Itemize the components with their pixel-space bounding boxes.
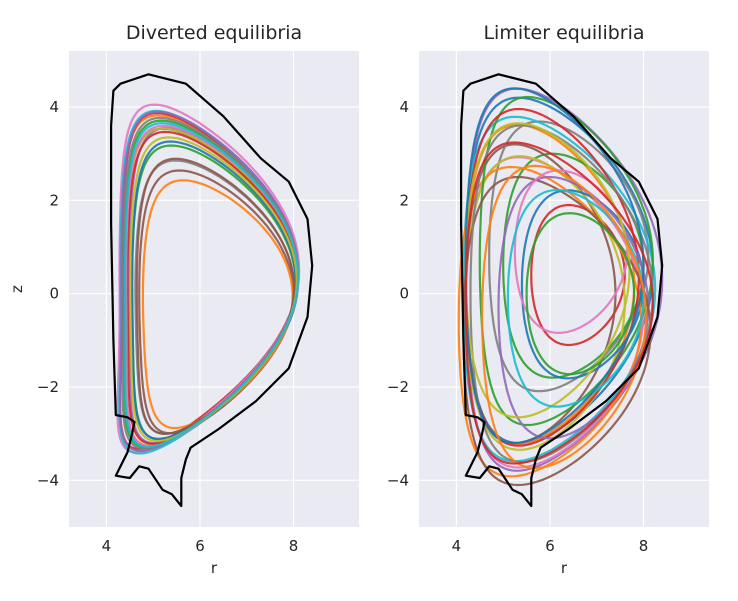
x-tick-label: 6 [195,537,205,555]
equilibrium-curve [480,164,648,470]
y-tick-labels-limiter: −4 −2 0 2 4 [387,98,409,489]
y-tick-label: −4 [37,471,59,489]
equilibrium-curve [488,120,650,393]
equilibrium-curve [457,165,643,478]
vessel-wall-limiter [460,73,664,508]
equilibria-limiter [457,87,664,487]
y-tick-label: 4 [49,98,59,116]
equilibrium-curve [506,188,645,408]
vessel-wall-diverted [110,73,314,508]
x-tick-label: 8 [289,537,299,555]
y-tick-label: −2 [387,378,409,396]
equilibrium-curve [124,122,300,449]
equilibrium-curve [469,124,655,464]
y-tick-labels-diverted: −4 −2 0 2 4 [37,98,59,489]
x-tick-label: 6 [545,537,555,555]
equilibrium-curve [464,141,655,465]
x-tick-labels-limiter: 4 6 8 [452,537,649,555]
y-tick-label: 0 [399,285,409,303]
equilibria-diverted [116,103,301,455]
y-tick-label: 2 [49,191,59,209]
x-axis-label-limiter: r [561,559,568,577]
equilibrium-curve [525,212,636,376]
x-axis-label-diverted: r [211,559,218,577]
chart-title-diverted: Diverted equilibria [126,22,302,44]
axes-diverted: Diverted equilibria 4 6 8 −4 −2 0 2 4 r z [8,22,359,577]
y-tick-label: 0 [49,285,59,303]
y-tick-label: −2 [37,378,59,396]
x-tick-labels-diverted: 4 6 8 [102,537,299,555]
equilibrium-curve [138,169,295,435]
y-tick-label: 4 [399,98,409,116]
y-axis-label-diverted: z [8,285,26,293]
x-tick-label: 4 [452,537,462,555]
y-tick-label: 2 [399,191,409,209]
x-tick-label: 4 [102,537,112,555]
x-tick-label: 8 [639,537,649,555]
axes-limiter: Limiter equilibria 4 6 8 −4 −2 0 2 4 r [387,22,709,577]
chart-title-limiter: Limiter equilibria [483,22,644,44]
y-tick-label: −4 [387,471,409,489]
